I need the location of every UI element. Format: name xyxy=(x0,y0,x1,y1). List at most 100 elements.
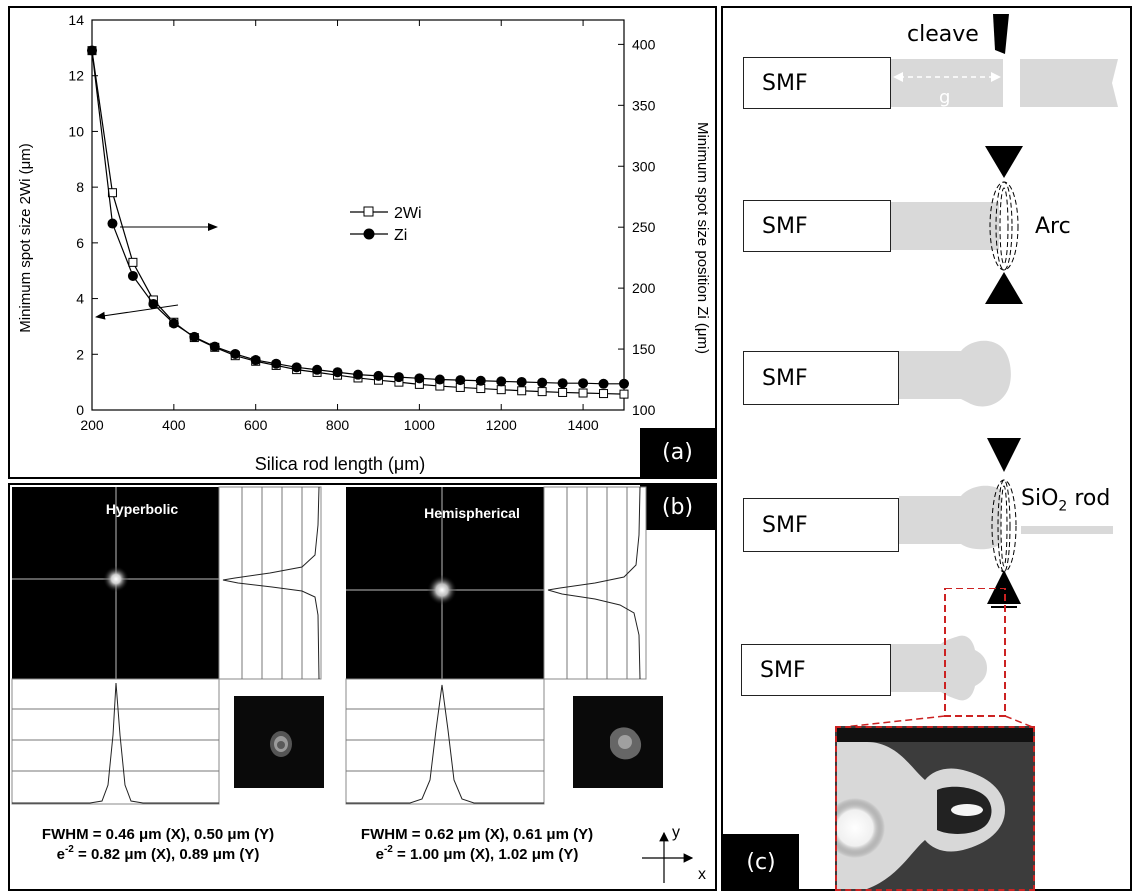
point-2wi xyxy=(517,386,527,396)
point-zi xyxy=(168,318,179,329)
series-line-2wi xyxy=(91,50,625,395)
y-axis-left-label: Minimum spot size 2Wi (μm) xyxy=(17,143,34,333)
hyperbolic-title: Hyperbolic xyxy=(106,501,179,517)
hemispherical-title: Hemispherical xyxy=(424,505,520,521)
y-left-tick-label: 6 xyxy=(76,235,84,251)
panel-c-tag: (c) xyxy=(723,834,799,891)
point-zi xyxy=(107,218,118,229)
point-zi xyxy=(578,378,589,389)
point-zi xyxy=(312,364,323,375)
arc-electrodes-2 xyxy=(987,438,1021,608)
point-zi xyxy=(598,378,609,389)
legend-marker-zi xyxy=(363,228,375,240)
point-2wi xyxy=(128,257,138,267)
point-zi xyxy=(189,331,200,342)
legend-label-2wi: 2Wi xyxy=(394,205,422,222)
y-right-tick-label: 400 xyxy=(632,36,656,52)
chart-plot-area: 200 400 600 800 1000 1200 1400 0 2 4 6 8 10 12 14 100 15… xyxy=(68,12,655,433)
point-zi xyxy=(148,298,159,309)
hyperbolic-e2: e-2 = 0.82 μm (X), 0.89 μm (Y) xyxy=(57,844,260,863)
point-zi xyxy=(619,378,629,389)
fiber-segment-1 xyxy=(891,59,1003,107)
point-zi xyxy=(332,367,343,378)
fiber-segment-2 xyxy=(891,202,999,250)
beam-profiles: Hyperbolic Hemispherical xyxy=(11,486,706,883)
point-zi xyxy=(414,373,425,384)
panel-a-tag: (a) xyxy=(640,428,715,477)
point-zi xyxy=(516,376,527,387)
point-zi xyxy=(291,362,302,373)
panel-b: (b) Hyperbolic xyxy=(8,483,717,891)
fiber-ball-with-rod xyxy=(899,485,1001,550)
point-2wi xyxy=(599,389,609,399)
legend-marker-2wi xyxy=(363,206,374,217)
y-right-tick-label: 200 xyxy=(632,280,656,296)
y-left-tick-label: 10 xyxy=(68,123,84,139)
arc-electrodes xyxy=(985,146,1023,304)
y-right-tick-label: 250 xyxy=(632,219,656,235)
hyperbolic-beam-spot xyxy=(103,566,129,592)
chart-legend: 2Wi Zi xyxy=(350,205,422,244)
sio2-rod xyxy=(1021,526,1113,534)
plot-frame xyxy=(91,19,625,411)
point-2wi xyxy=(619,389,629,399)
hemispherical-profile: Hemispherical xyxy=(345,486,663,805)
fiber-ball-lens xyxy=(899,340,1011,407)
hyperbolic-y-profile xyxy=(222,486,320,680)
y-right-tick-label: 300 xyxy=(632,158,656,174)
x-tick-label: 800 xyxy=(326,417,350,433)
point-zi xyxy=(209,341,220,352)
fiber-final-lens xyxy=(891,635,987,701)
smf-block-2: SMF xyxy=(743,200,891,252)
cleave-blade-icon xyxy=(993,14,1009,54)
gap-label: g xyxy=(939,87,951,108)
cleaved-fiber-end xyxy=(1020,59,1118,107)
point-zi xyxy=(87,45,97,56)
hemispherical-e2: e-2 = 1.00 μm (X), 1.02 μm (Y) xyxy=(376,844,579,863)
point-zi xyxy=(557,378,568,389)
point-2wi xyxy=(537,387,547,397)
smf-block-3: SMF xyxy=(743,351,899,405)
y-right-tick-label: 100 xyxy=(632,402,656,418)
x-tick-label: 200 xyxy=(80,417,104,433)
y-left-tick-label: 12 xyxy=(68,68,84,84)
spot-size-chart: 200 400 600 800 1000 1200 1400 0 2 4 6 8 10 12 14 100 15… xyxy=(17,12,711,474)
point-zi xyxy=(455,375,466,386)
y-left-tick-label: 0 xyxy=(76,402,84,418)
point-zi xyxy=(250,355,261,366)
sio2-rod-label: SiO2 rod xyxy=(1021,486,1111,515)
panel-a: 200 400 600 800 1000 1200 1400 0 2 4 6 8 10 12 14 100 15… xyxy=(8,6,717,479)
point-zi xyxy=(373,370,384,381)
point-zi xyxy=(537,377,548,388)
point-zi xyxy=(353,369,363,380)
xy-axes-indicator: x y xyxy=(642,824,706,883)
gap-arrow xyxy=(893,72,1001,82)
cleave-label: cleave xyxy=(907,22,979,47)
smf-block-5: SMF xyxy=(741,644,891,696)
arrow-to-left-axis xyxy=(95,304,179,320)
hemispherical-fwhm: FWHM = 0.62 μm (X), 0.61 μm (Y) xyxy=(361,826,593,843)
x-tick-label: 1200 xyxy=(486,417,517,433)
point-zi xyxy=(434,374,445,385)
hyperbolic-x-profile xyxy=(12,682,219,804)
arc-label: Arc xyxy=(1035,214,1071,239)
panel-b-tag: (b) xyxy=(640,485,715,530)
y-left-tick-label: 14 xyxy=(68,12,84,28)
y-left-tick-label: 4 xyxy=(76,291,84,307)
y-axis-right-label: Minimum spot size position Zi (μm) xyxy=(694,122,711,354)
hemispherical-beam-spot xyxy=(427,575,457,605)
x-tick-label: 600 xyxy=(244,417,268,433)
point-2wi xyxy=(578,388,588,398)
smf-block-4: SMF xyxy=(743,498,899,552)
y-left-tick-label: 2 xyxy=(76,346,84,362)
hyperbolic-profile: Hyperbolic xyxy=(11,486,324,805)
hemispherical-x-profile xyxy=(346,684,544,804)
x-tick-label: 400 xyxy=(162,417,186,433)
y-left-tick-label: 8 xyxy=(76,179,84,195)
point-zi xyxy=(127,270,138,281)
series-line-zi xyxy=(91,50,624,385)
point-2wi xyxy=(558,387,568,397)
x-tick-label: 1000 xyxy=(404,417,435,433)
hemispherical-y-profile xyxy=(547,486,641,680)
point-zi xyxy=(271,358,282,369)
